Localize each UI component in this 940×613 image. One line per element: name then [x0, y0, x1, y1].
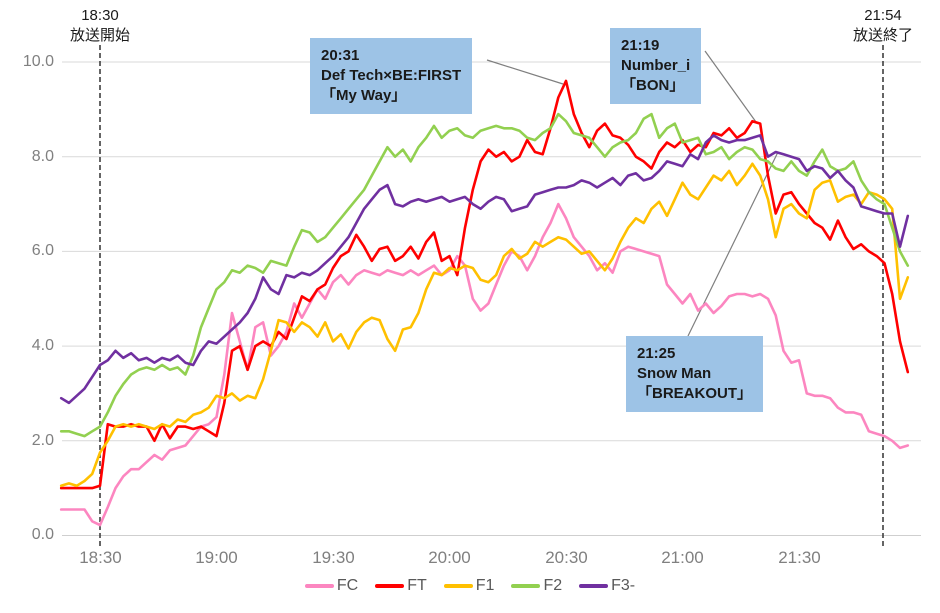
legend-swatch-f1	[443, 584, 473, 588]
legend-swatch-ft	[375, 584, 405, 588]
legend-item-fc: FC	[304, 577, 359, 595]
series-lines	[59, 79, 910, 527]
broadcast-start-label: 18:30 放送開始	[69, 7, 130, 44]
legend-label: F3-	[611, 577, 636, 594]
broadcast-end-label: 21:54 放送終了	[852, 7, 913, 44]
y-tick-label: 2.0	[31, 432, 54, 449]
legend-swatch-f2	[511, 584, 541, 588]
legend-item-f3: F3-	[579, 577, 635, 595]
x-tick-label: 21:00	[661, 548, 704, 567]
y-tick-label: 10.0	[22, 53, 54, 70]
legend-item-f1: F1	[443, 577, 495, 595]
chart-legend: FC FT F1 F2 F3-	[0, 577, 940, 595]
legend-swatch-fc	[304, 584, 334, 588]
series-line-F2	[59, 112, 910, 438]
x-tick-label: 19:30	[312, 548, 355, 567]
y-tick-label: 8.0	[31, 148, 54, 165]
legend-item-f2: F2	[511, 577, 562, 595]
x-tick-label: 20:00	[428, 548, 471, 567]
series-line-FT	[59, 79, 910, 490]
legend-item-ft: FT	[375, 577, 427, 595]
x-tick-label: 18:30	[79, 548, 122, 567]
callout-bon: 21:19 Number_i 「BON」	[610, 28, 702, 104]
y-tick-label: 4.0	[31, 337, 54, 354]
legend-label: F1	[475, 577, 495, 594]
legend-label: FT	[407, 577, 427, 594]
series-line-F1	[59, 162, 910, 488]
callout-my-way: 20:31 Def Tech×BE:FIRST 「My Way」	[310, 38, 473, 114]
legend-label: FC	[336, 577, 359, 594]
callout-breakout: 21:25 Snow Man 「BREAKOUT」	[626, 336, 763, 412]
legend-swatch-f3	[579, 584, 609, 588]
y-tick-label: 0.0	[31, 526, 54, 543]
y-tick-label: 6.0	[31, 242, 54, 259]
x-tick-label: 21:30	[778, 548, 821, 567]
series-line-F3-	[59, 134, 910, 405]
x-tick-label: 19:00	[195, 548, 238, 567]
legend-label: F2	[543, 577, 563, 594]
x-tick-label: 20:30	[545, 548, 588, 567]
